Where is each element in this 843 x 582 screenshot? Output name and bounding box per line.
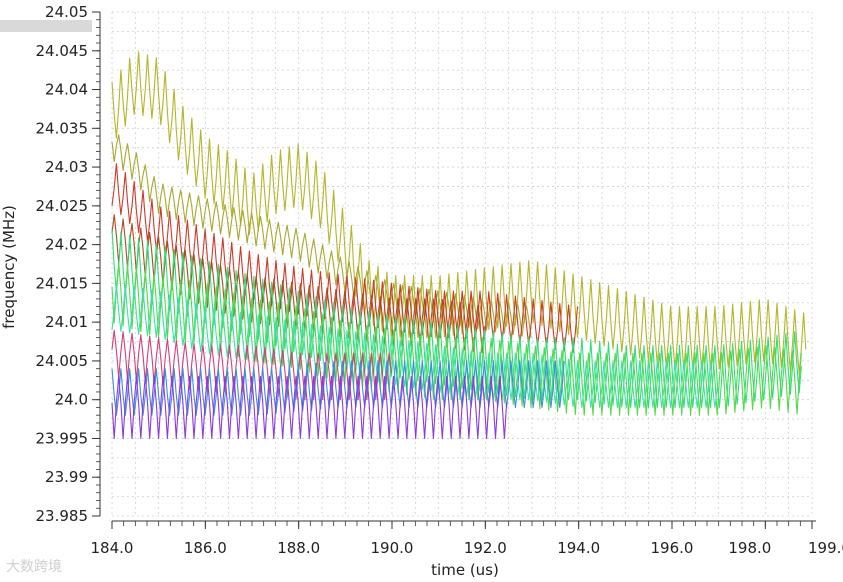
y-tick-label: 24.02 [45, 236, 88, 254]
x-axis-ticks: 184.0 186.0 188.0 190.0 192.0 194.0 196.0 198.0… [91, 521, 843, 557]
x-tick-label: 184.0 [91, 539, 134, 557]
series-line [111, 229, 802, 408]
y-tick-label: 24.035 [36, 119, 89, 137]
y-tick-label: 23.985 [36, 507, 89, 525]
x-axis-label: time (us) [431, 561, 499, 579]
series-line [111, 51, 807, 374]
y-tick-label: 23.995 [36, 429, 89, 447]
y-tick-label: 24.01 [45, 313, 88, 331]
x-tick-label: 194.0 [557, 539, 600, 557]
y-axis-ticks: 23.985 23.99 23.995 24.0 24.005 24.01 24.015 24… [36, 3, 100, 525]
y-tick-label: 24.05 [45, 3, 88, 21]
y-tick-label: 24.0 [55, 391, 88, 409]
series-line [111, 375, 508, 440]
x-tick-label: 190.0 [371, 539, 414, 557]
x-tick-label: 186.0 [184, 539, 227, 557]
y-tick-label: 24.025 [36, 197, 89, 215]
series-line [111, 261, 802, 416]
x-tick-label: 196.0 [651, 539, 694, 557]
y-tick-label: 23.99 [45, 468, 88, 486]
y-tick-label: 24.03 [45, 158, 88, 176]
series-line [111, 163, 579, 353]
series-line [111, 214, 485, 354]
x-tick-label: 192.0 [464, 539, 507, 557]
x-tick-label: 188.0 [277, 539, 320, 557]
x-tick-label: 198.0 [728, 539, 771, 557]
watermark-text: 大数跨境 [6, 559, 62, 575]
y-tick-label: 24.015 [36, 274, 89, 292]
corner-tab [0, 20, 92, 32]
axes [99, 12, 816, 522]
y-tick-label: 24.005 [36, 352, 89, 370]
y-axis-label: frequency (MHz) [0, 205, 18, 329]
x-tick-label: 199.0 [808, 539, 843, 557]
y-tick-label: 24.04 [45, 81, 88, 99]
y-tick-label: 24.045 [36, 42, 89, 60]
series-group [111, 51, 807, 440]
